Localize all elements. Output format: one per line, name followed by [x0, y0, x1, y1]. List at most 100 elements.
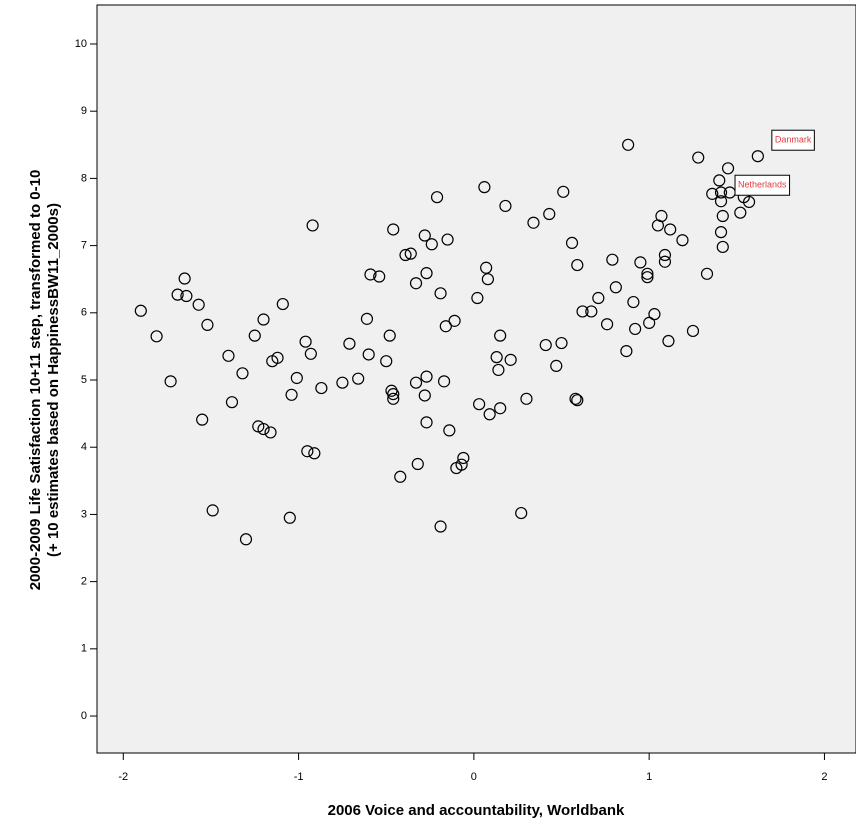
data-point	[248, 329, 261, 342]
annotation-box	[771, 129, 815, 151]
data-point	[420, 267, 433, 280]
data-point	[721, 162, 735, 175]
x-tick-label: 1	[646, 771, 652, 783]
data-point	[409, 277, 423, 290]
x-axis-title: 2006 Voice and accountability, Worldbank	[328, 802, 625, 819]
data-point	[716, 240, 729, 254]
data-point	[437, 375, 451, 388]
data-point	[448, 314, 461, 327]
data-point	[655, 209, 668, 223]
data-point	[600, 318, 614, 331]
data-point	[387, 223, 400, 236]
data-point	[439, 320, 452, 333]
data-point	[471, 291, 484, 305]
data-point	[622, 138, 635, 151]
point-annotation: Danmark	[771, 129, 815, 151]
data-point	[164, 375, 177, 388]
x-tick-label: -1	[294, 771, 304, 783]
data-point	[565, 236, 579, 250]
data-point	[658, 248, 672, 262]
y-tick-label: 4	[81, 441, 87, 453]
data-point	[276, 297, 289, 311]
data-point	[420, 370, 433, 383]
data-point	[543, 207, 556, 221]
data-point	[499, 199, 512, 213]
y-tick-label: 8	[81, 172, 87, 184]
data-point	[550, 359, 563, 372]
data-point	[627, 295, 640, 309]
data-point	[676, 234, 689, 247]
data-point	[751, 150, 764, 163]
data-point	[483, 408, 496, 421]
data-point	[304, 347, 317, 360]
data-point	[271, 351, 284, 364]
data-point	[700, 267, 714, 280]
data-point	[641, 267, 654, 280]
data-point	[394, 470, 407, 483]
data-point	[527, 216, 540, 229]
data-point	[629, 322, 642, 336]
data-point	[201, 318, 214, 331]
data-point	[571, 258, 584, 272]
data-point	[315, 381, 328, 395]
data-point	[399, 248, 412, 262]
data-point	[734, 206, 747, 219]
data-point	[434, 520, 447, 533]
data-point	[206, 504, 219, 517]
data-point	[434, 287, 447, 300]
data-point	[492, 363, 505, 377]
data-point	[360, 312, 374, 325]
data-point	[557, 185, 570, 198]
data-point	[480, 261, 493, 274]
data-point	[714, 226, 728, 239]
data-point	[569, 392, 582, 405]
data-point	[742, 195, 756, 209]
data-point	[336, 376, 349, 389]
data-point	[481, 273, 494, 286]
data-point	[306, 219, 319, 232]
x-tick-label: -2	[118, 771, 128, 783]
data-point	[171, 288, 184, 301]
data-point	[490, 351, 503, 364]
y-tick-label: 7	[81, 240, 87, 252]
data-point	[150, 330, 163, 343]
y-tick-label: 2	[81, 576, 87, 588]
data-point	[494, 402, 507, 415]
data-point	[606, 253, 619, 266]
y-tick-label: 9	[81, 105, 87, 117]
data-point	[178, 272, 191, 285]
data-point	[196, 413, 209, 426]
data-point	[443, 424, 456, 437]
data-point	[686, 324, 700, 338]
data-point	[387, 392, 400, 405]
data-point	[373, 270, 386, 283]
data-point	[716, 209, 729, 223]
annotation-label: Danmark	[775, 135, 812, 145]
x-tick-label: 2	[821, 771, 827, 783]
data-point	[592, 291, 605, 305]
point-annotation: Netherlands	[734, 174, 791, 196]
data-point	[504, 353, 517, 366]
y-tick-label: 10	[75, 38, 87, 50]
data-point	[352, 372, 365, 385]
data-point	[658, 255, 672, 268]
data-point	[418, 229, 431, 242]
data-point	[643, 316, 656, 329]
data-point	[192, 298, 205, 311]
y-tick-label: 0	[81, 710, 87, 722]
data-point	[520, 392, 533, 405]
data-point	[409, 376, 423, 389]
data-point	[713, 174, 726, 187]
y-axis-title-line: (+ 10 estimates based on HappinessBW11_2…	[45, 203, 62, 557]
data-point	[418, 389, 431, 402]
data-point	[609, 281, 622, 294]
data-point	[180, 289, 193, 303]
data-point	[257, 422, 270, 436]
data-point	[236, 367, 249, 380]
x-tick-label: 0	[471, 771, 477, 783]
data-point	[308, 447, 321, 460]
y-tick-label: 5	[81, 374, 87, 386]
data-point	[264, 426, 277, 439]
annotation-label: Netherlands	[738, 180, 787, 190]
data-point	[706, 187, 719, 200]
